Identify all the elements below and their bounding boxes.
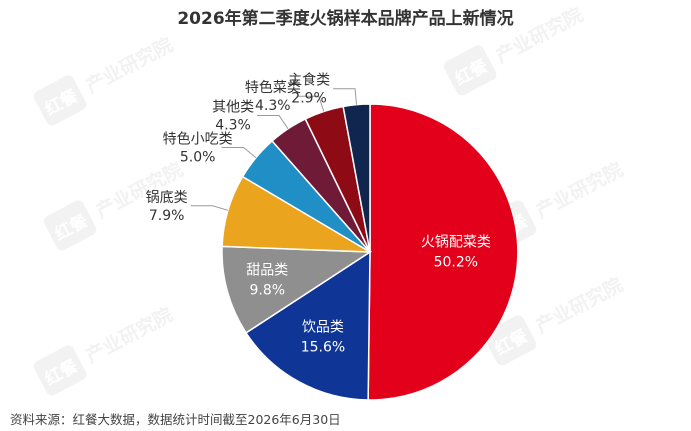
slice-value: 7.9% [149, 208, 185, 224]
leader-line [296, 95, 325, 112]
slice-label: 其他类 [212, 99, 254, 115]
slice-value: 50.2% [434, 255, 478, 271]
slice-value: 5.0% [180, 149, 216, 165]
pie-slice [367, 103, 519, 401]
slice-value: 4.3% [215, 117, 251, 133]
leader-line [190, 205, 229, 211]
pie-slice [221, 245, 373, 334]
chart-title: 2026年第二季度火锅样本品牌产品上新情况 [177, 9, 514, 29]
leader-line [333, 88, 357, 105]
slice-label: 饮品类 [302, 320, 344, 336]
slice-label: 锅底类 [146, 190, 188, 206]
slice-label: 火锅配菜类 [421, 235, 491, 251]
slice-value: 15.6% [301, 340, 345, 356]
chart-source-note: 资料来源：红餐大数据，数据统计时间截至2026年6月30日 [10, 412, 341, 427]
slice-value: 4.3% [255, 98, 291, 114]
slice-value: 2.9% [291, 91, 327, 107]
slice-label: 甜品类 [246, 262, 288, 278]
pie-slice [342, 103, 371, 253]
pie-slice [245, 250, 371, 401]
slice-label: 特色菜类 [245, 79, 301, 96]
slice-label: 特色小吃类 [163, 130, 233, 147]
slice-label: 主食类 [288, 72, 330, 89]
slice-value: 9.8% [250, 282, 286, 298]
leader-line [221, 147, 257, 159]
leader-line [257, 115, 289, 130]
